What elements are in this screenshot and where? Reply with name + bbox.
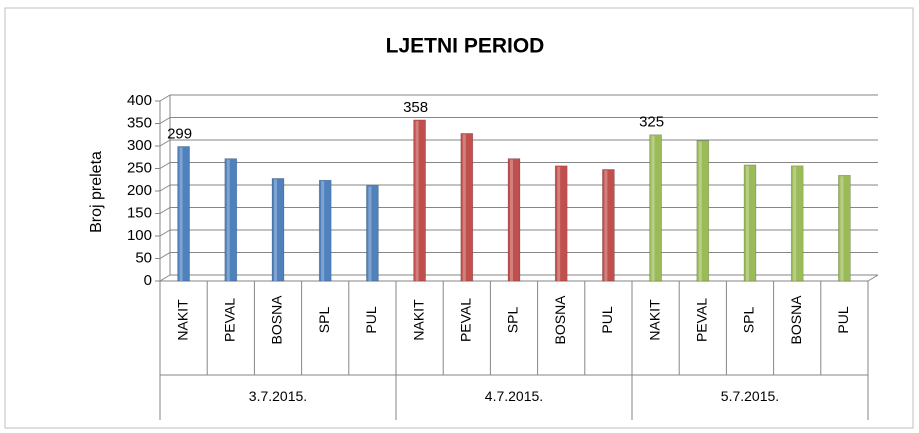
data-label: 358: [403, 99, 428, 116]
bar-highlight: [510, 159, 513, 281]
grid-depth: [159, 139, 171, 147]
y-tick-label: 400: [127, 92, 152, 109]
x-tick-label: BOSNA: [552, 295, 568, 345]
group-label: 3.7.2015.: [249, 388, 307, 404]
bar-highlight: [793, 166, 797, 281]
bar: [224, 158, 238, 282]
data-label: 325: [639, 114, 664, 131]
bar-highlight: [746, 165, 749, 281]
bar-highlight: [415, 120, 419, 282]
y-tick-label: 350: [127, 114, 152, 131]
grid-depth: [159, 229, 171, 237]
floor-edge: [867, 274, 879, 282]
x-tick-label: PUL: [599, 306, 615, 333]
y-tick-label: 250: [127, 159, 152, 176]
bar: [743, 164, 757, 282]
grid-depth: [159, 162, 171, 169]
y-tick-label: 0: [144, 272, 152, 289]
chart-title: LJETNI PERIOD: [386, 35, 545, 58]
grid-depth: [159, 94, 171, 102]
grid-depth: [159, 252, 171, 259]
bar: [602, 169, 615, 282]
bar-highlight: [368, 186, 372, 281]
x-tick-label: SPL: [316, 307, 332, 334]
group-label: 4.7.2015.: [485, 388, 543, 404]
group-label: 5.7.2015.: [721, 388, 779, 404]
bar: [838, 174, 851, 282]
bar-highlight: [557, 166, 561, 281]
bar-highlight: [462, 134, 466, 281]
bar: [177, 146, 190, 282]
y-tick-label: 50: [135, 249, 152, 266]
bar: [790, 165, 804, 282]
x-tick-label: NAKIT: [174, 299, 190, 341]
x-tick-label: PEVAL: [222, 298, 238, 342]
grid-depth: [159, 117, 171, 124]
bar-highlight: [840, 176, 844, 281]
y-tick-label: 100: [127, 227, 152, 244]
bar: [366, 185, 379, 282]
y-axis-title: Broj preleta: [88, 151, 105, 233]
x-tick-label: NAKIT: [410, 299, 426, 341]
y-tick-label: 300: [127, 137, 152, 154]
x-tick-label: NAKIT: [646, 299, 662, 341]
bar: [413, 119, 426, 282]
bar-highlight: [651, 135, 655, 281]
grid-depth: [159, 207, 171, 214]
x-tick-label: SPL: [505, 307, 521, 334]
bar-highlight: [698, 141, 702, 281]
x-tick-label: BOSNA: [269, 295, 285, 345]
bar: [649, 134, 662, 282]
bar-highlight: [179, 147, 183, 281]
data-label: 299: [167, 125, 192, 142]
x-tick-label: PUL: [835, 306, 851, 333]
x-tick-label: BOSNA: [788, 295, 804, 345]
bar: [507, 158, 521, 282]
grid-depth: [159, 184, 171, 192]
x-tick-label: PEVAL: [694, 298, 710, 342]
x-tick-label: PEVAL: [458, 298, 474, 342]
bar: [460, 133, 474, 282]
x-tick-label: SPL: [741, 307, 757, 334]
bar: [318, 179, 332, 282]
chart-area: [4, 7, 914, 429]
bar-highlight: [226, 159, 230, 281]
bar: [271, 178, 285, 282]
bar-highlight: [604, 170, 608, 281]
bar-highlight: [321, 181, 325, 281]
x-tick-label: PUL: [363, 306, 379, 333]
bar: [696, 140, 710, 282]
grid-depth: [159, 274, 171, 282]
bar-highlight: [274, 179, 277, 281]
y-tick-label: 150: [127, 204, 152, 221]
bar: [554, 165, 568, 282]
y-tick-label: 200: [127, 182, 152, 199]
